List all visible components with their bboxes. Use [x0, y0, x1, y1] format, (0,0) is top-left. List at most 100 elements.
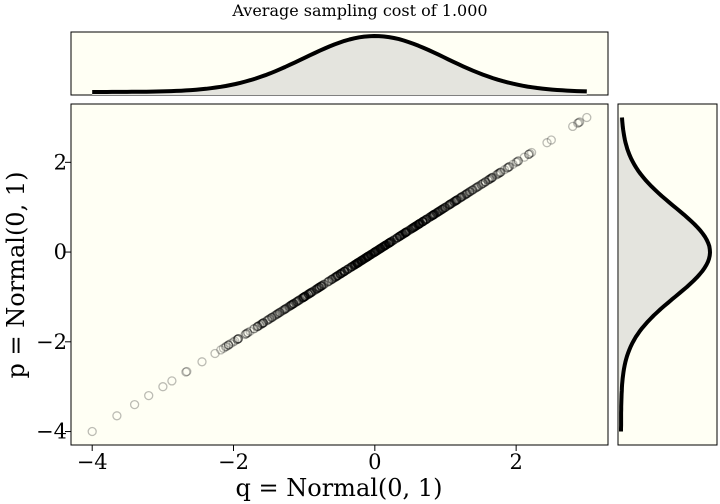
- scatter-point: [386, 237, 396, 247]
- scatter-point: [311, 284, 322, 294]
- scatter-point: [449, 196, 459, 207]
- scatter-point: [385, 237, 395, 248]
- scatter-point: [221, 341, 231, 352]
- scatter-point: [408, 222, 419, 233]
- scatter-point: [503, 162, 514, 172]
- scatter-point: [265, 314, 275, 324]
- scatter-point: [362, 252, 373, 262]
- scatter-point: [418, 216, 428, 227]
- scatter-point: [291, 297, 301, 307]
- scatter-point: [425, 212, 435, 222]
- scatter-point: [270, 310, 280, 321]
- scatter-point: [392, 233, 403, 243]
- scatter-point: [417, 217, 428, 227]
- scatter-point: [428, 210, 439, 220]
- scatter-point: [220, 342, 231, 352]
- scatter-point: [253, 321, 263, 331]
- scatter-point: [252, 321, 263, 332]
- scatter-point: [276, 306, 287, 316]
- scatter-point: [380, 241, 390, 251]
- scatter-point: [305, 288, 316, 298]
- scatter-point: [361, 253, 371, 263]
- scatter-point: [368, 248, 378, 258]
- scatter-point: [350, 259, 360, 270]
- scatter-point: [354, 257, 364, 267]
- scatter-point: [354, 257, 365, 267]
- scatter-point: [435, 205, 446, 216]
- scatter-point: [255, 320, 265, 330]
- scatter-point: [335, 269, 345, 279]
- scatter-point: [241, 329, 251, 339]
- scatter-point: [364, 251, 374, 261]
- scatter-point: [383, 238, 394, 249]
- scatter-point: [323, 276, 334, 287]
- scatter-point: [382, 239, 392, 250]
- scatter-point: [386, 236, 397, 247]
- scatter-point: [363, 251, 374, 261]
- scatter-point: [373, 245, 384, 255]
- scatter-point: [421, 214, 431, 225]
- scatter-point: [457, 192, 467, 202]
- scatter-point: [429, 210, 439, 220]
- scatter-point: [367, 249, 377, 259]
- scatter-point: [249, 324, 259, 334]
- scatter-point: [468, 185, 478, 195]
- scatter-point: [366, 249, 376, 260]
- scatter-point: [354, 257, 364, 267]
- scatter-point: [398, 229, 408, 239]
- scatter-point: [167, 376, 177, 386]
- scatter-point: [568, 121, 578, 132]
- scatter-point: [392, 233, 402, 243]
- scatter-point: [381, 239, 392, 250]
- scatter-point: [280, 304, 290, 314]
- scatter-point: [438, 203, 449, 214]
- scatter-point: [380, 240, 390, 251]
- scatter-point: [257, 318, 267, 329]
- scatter-point: [331, 272, 341, 282]
- scatter-point: [232, 334, 242, 345]
- scatter-point: [406, 224, 417, 234]
- scatter-point: [363, 251, 374, 261]
- scatter-point: [459, 190, 470, 200]
- scatter-point: [210, 348, 220, 359]
- scatter-point: [389, 234, 400, 245]
- scatter-point: [356, 256, 366, 266]
- top-marginal-density-fill: [92, 36, 587, 95]
- scatter-point: [317, 281, 327, 291]
- scatter-point: [345, 262, 356, 273]
- scatter-point: [383, 238, 394, 249]
- scatter-point: [297, 293, 307, 303]
- scatter-point: [297, 293, 307, 303]
- scatter-point: [414, 219, 425, 229]
- scatter-point: [422, 214, 432, 224]
- scatter-point: [336, 269, 346, 279]
- scatter-point: [411, 221, 421, 231]
- y-axis-label: p = Normal(0, 1): [2, 172, 30, 379]
- right-marginal-density-fill: [619, 117, 710, 432]
- scatter-point: [181, 367, 191, 377]
- scatter-point: [374, 244, 384, 254]
- scatter-point: [420, 215, 430, 225]
- scatter-point: [398, 229, 408, 239]
- scatter-point: [386, 236, 397, 247]
- scatter-point: [370, 247, 381, 257]
- scatter-point: [430, 209, 440, 219]
- scatter-point: [302, 290, 312, 300]
- right-marginal-density-line: [619, 117, 712, 432]
- scatter-point: [433, 207, 443, 217]
- scatter-point: [233, 334, 244, 344]
- scatter-point: [319, 279, 329, 289]
- scatter-point: [275, 307, 285, 317]
- scatter-point: [410, 222, 420, 232]
- scatter-point: [316, 281, 326, 291]
- scatter-point: [352, 258, 362, 269]
- scatter-point: [447, 198, 457, 208]
- scatter-point: [305, 288, 315, 298]
- scatter-point: [433, 206, 444, 217]
- scatter-point: [365, 250, 375, 260]
- scatter-point: [441, 202, 451, 212]
- scatter-point: [414, 219, 424, 229]
- scatter-point: [450, 196, 461, 206]
- scatter-points: [87, 112, 592, 437]
- scatter-point: [413, 219, 423, 230]
